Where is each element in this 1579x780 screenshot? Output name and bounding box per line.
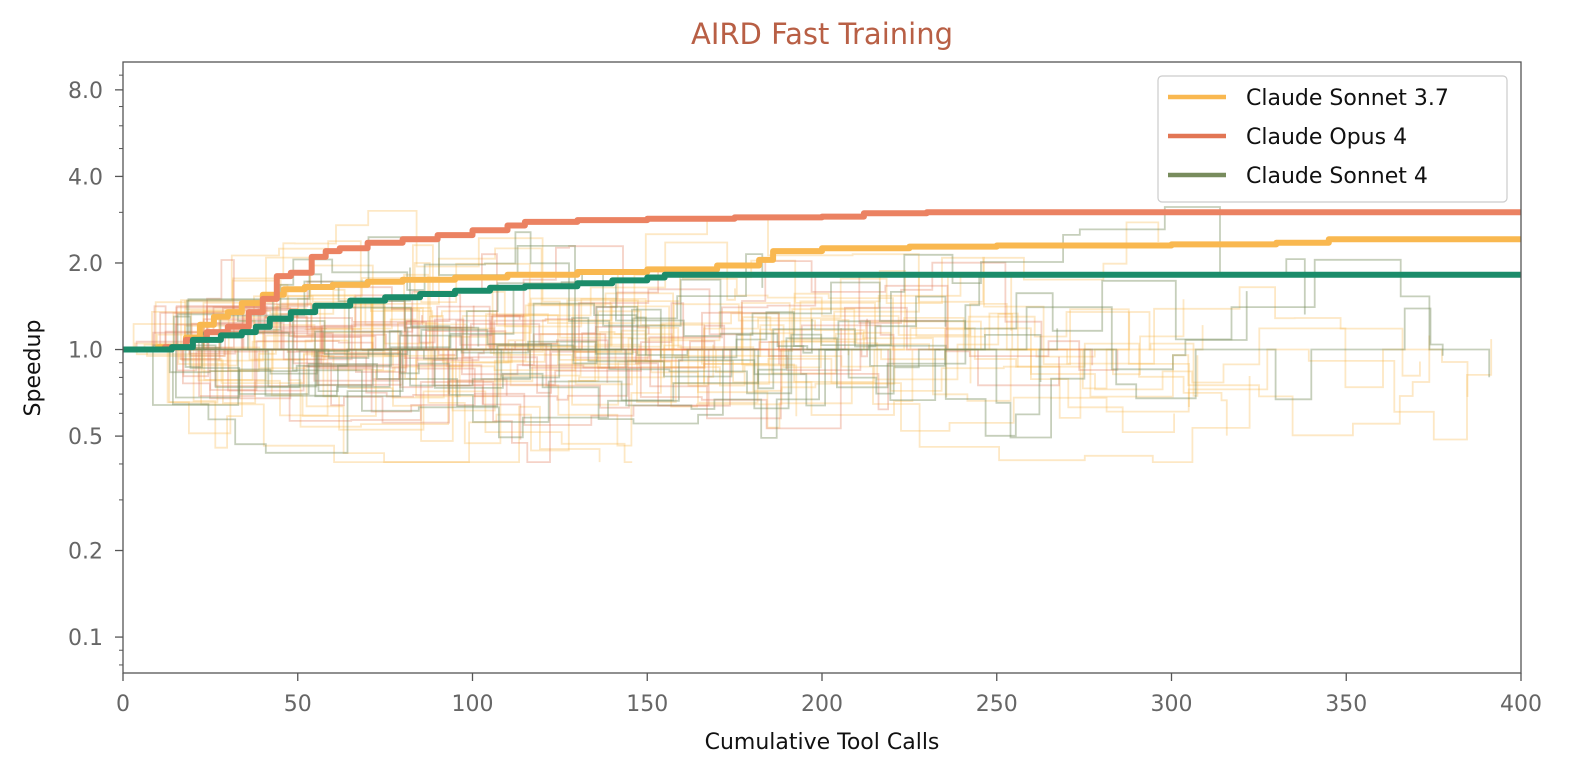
run-trace — [123, 337, 1493, 463]
run-trace — [123, 210, 1228, 436]
run-trace — [123, 314, 868, 430]
run-trace — [123, 206, 1306, 395]
run-trace — [123, 301, 1131, 390]
x-tick-label: 350 — [1325, 692, 1367, 717]
run-trace — [123, 262, 633, 417]
y-tick-label: 0.5 — [68, 425, 103, 450]
run-trace — [123, 319, 1119, 426]
x-axis-label: Cumulative Tool Calls — [705, 730, 940, 755]
run-trace — [123, 245, 941, 387]
x-tick-label: 250 — [976, 692, 1018, 717]
run-trace — [123, 284, 798, 445]
chart-title: AIRD Fast Training — [691, 17, 953, 51]
x-tick-label: 100 — [452, 692, 494, 717]
run-trace — [123, 256, 896, 408]
run-trace — [123, 322, 1431, 437]
x-tick-label: 400 — [1500, 692, 1542, 717]
run-trace — [123, 326, 650, 463]
run-trace — [123, 240, 736, 351]
series-line-2 — [123, 209, 1521, 353]
run-trace — [123, 244, 1199, 397]
x-axis: 0 50 100 150 200 250 300 350 400 — [116, 673, 1542, 717]
run-trace — [123, 302, 647, 399]
y-tick-label: 0.2 — [68, 540, 103, 565]
run-trace — [123, 295, 947, 390]
run-trace — [123, 280, 889, 420]
run-trace — [123, 247, 1013, 374]
legend-label: Claude Sonnet 3.7 — [1246, 86, 1449, 111]
x-tick-label: 200 — [801, 692, 843, 717]
run-trace — [123, 330, 508, 396]
run-trace — [123, 291, 1248, 425]
series-line-1 — [123, 236, 1521, 353]
run-trace — [123, 292, 850, 398]
x-tick-label: 150 — [626, 692, 668, 717]
run-trace — [123, 303, 865, 371]
run-trace — [123, 275, 981, 423]
x-tick-label: 50 — [284, 692, 312, 717]
run-trace — [123, 314, 1251, 463]
run-trace — [123, 305, 895, 407]
legend-label: Claude Sonnet 4 — [1246, 164, 1428, 189]
run-trace — [123, 259, 485, 389]
run-trace — [123, 269, 659, 394]
run-trace — [123, 299, 1042, 439]
y-tick-label: 2.0 — [68, 252, 103, 277]
run-trace — [123, 273, 1204, 399]
run-trace — [123, 305, 475, 351]
run-trace — [123, 295, 1175, 433]
run-trace — [123, 307, 1444, 454]
run-trace — [123, 270, 1469, 417]
run-trace — [123, 260, 1060, 387]
run-trace — [123, 319, 517, 361]
series-line-3 — [123, 271, 1521, 353]
run-trace — [123, 290, 1185, 419]
run-trace — [123, 261, 1094, 366]
run-trace — [123, 294, 716, 376]
series-lines — [123, 209, 1521, 353]
run-trace — [123, 270, 1421, 449]
x-tick-label: 0 — [116, 692, 130, 717]
run-trace — [123, 328, 1059, 439]
legend-box — [1157, 75, 1508, 203]
run-trace — [123, 305, 485, 424]
y-axis: 0.1 0.2 0.5 1.0 2.0 4.0 8.0 — [68, 74, 123, 666]
legend: Claude Sonnet 3.7 Claude Opus 4 Claude Son… — [1157, 75, 1508, 203]
run-trace — [123, 311, 633, 463]
legend-label: Claude Opus 4 — [1246, 125, 1407, 150]
y-tick-label: 1.0 — [68, 339, 103, 364]
run-trace — [123, 320, 725, 401]
run-trace — [123, 269, 722, 398]
y-tick-label: 8.0 — [68, 79, 103, 104]
run-trace — [123, 313, 480, 355]
run-trace — [123, 305, 715, 387]
x-tick-label: 300 — [1151, 692, 1193, 717]
run-trace — [123, 256, 1190, 428]
run-trace — [123, 348, 601, 463]
run-trace — [123, 258, 1491, 407]
y-tick-label: 0.1 — [68, 626, 103, 651]
run-trace — [123, 259, 1019, 381]
y-axis-label: Speedup — [21, 320, 46, 417]
y-tick-label: 4.0 — [68, 165, 103, 190]
run-trace — [123, 316, 522, 440]
run-trace — [123, 262, 972, 429]
run-trace — [123, 236, 623, 351]
run-trace — [123, 253, 764, 397]
run-trace — [123, 302, 780, 397]
